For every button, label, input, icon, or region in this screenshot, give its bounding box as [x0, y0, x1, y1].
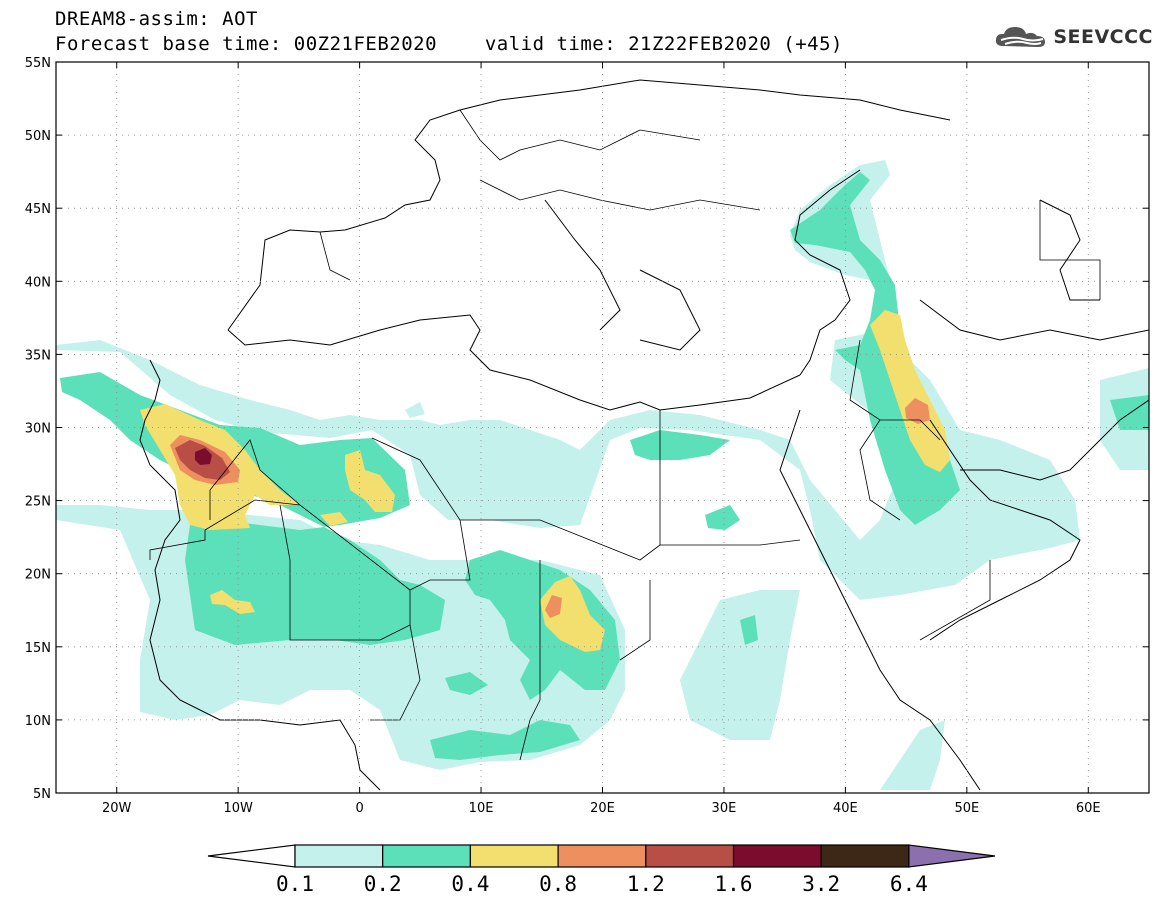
- colorbar-box: [557, 844, 647, 868]
- coastlines: [139, 79, 1149, 791]
- lat-tick-label: 25N: [25, 495, 51, 510]
- lat-tick-label: 30N: [25, 422, 51, 437]
- logo-text: SEEVCCC: [1053, 26, 1153, 48]
- colorbar-level-label: 1.6: [715, 872, 753, 896]
- colorbar-box: [469, 844, 559, 868]
- valid-time-label: valid time: 21Z22FEB2020 (+45): [484, 33, 843, 55]
- lat-tick-label: 20N: [25, 568, 51, 583]
- lon-tick-label: 10W: [223, 801, 253, 816]
- aot-contours: [56, 160, 1149, 790]
- colorbar-level-label: 1.2: [627, 872, 665, 896]
- lon-tick-label: 40E: [833, 801, 858, 816]
- colorbar-level-label: 0.4: [451, 872, 489, 896]
- lon-tick-label: 0: [355, 801, 363, 816]
- lon-tick-label: 20E: [590, 801, 615, 816]
- lon-tick-label: 50E: [954, 801, 979, 816]
- colorbar-level-label: 0.2: [364, 872, 402, 896]
- cloud-icon: [996, 27, 1046, 47]
- axis-ticks: 20W 10W 0 10E 20E 30E 40E 50E 60E 55N 50N 45N 40N 35N…: [25, 56, 1149, 816]
- colorbar-box: [820, 844, 910, 868]
- lon-tick-label: 60E: [1076, 801, 1101, 816]
- map-title: DREAM8-assim: AOT: [55, 8, 258, 30]
- colorbar-box: [732, 844, 822, 868]
- lat-tick-label: 35N: [25, 348, 51, 363]
- grid-lines: [56, 62, 1149, 793]
- logo: SEEVCCC: [993, 24, 1153, 50]
- colorbar-level-label: 3.2: [802, 872, 840, 896]
- lat-tick-label: 40N: [25, 275, 51, 290]
- lon-tick-label: 20W: [102, 801, 132, 816]
- colorbar-box: [645, 844, 735, 868]
- lat-tick-label: 45N: [25, 202, 51, 217]
- lon-tick-label: 10E: [469, 801, 494, 816]
- colorbar-level-label: 6.4: [890, 872, 928, 896]
- colorbar-level-label: 0.8: [539, 872, 577, 896]
- lat-tick-label: 55N: [25, 56, 51, 71]
- base-time-label: Forecast base time: 00Z21FEB2020: [55, 33, 438, 55]
- country-borders: [149, 109, 1101, 761]
- colorbar-over-arrow: [908, 844, 996, 868]
- colorbar-boxes: [207, 844, 996, 868]
- lat-tick-label: 50N: [25, 129, 51, 144]
- lon-tick-label: 30E: [712, 801, 737, 816]
- time-info: Forecast base time: 00Z21FEB2020 valid t…: [55, 33, 843, 55]
- lat-tick-label: 15N: [25, 641, 51, 656]
- colorbar-labels: 0.1 0.2 0.4 0.8 1.2 1.6 3.2 6.4: [276, 872, 928, 896]
- colorbar-box: [382, 844, 472, 868]
- colorbar-under-arrow: [207, 844, 296, 868]
- colorbar-box: [294, 844, 384, 868]
- lat-tick-label: 5N: [33, 787, 51, 802]
- colorbar-level-label: 0.1: [276, 872, 314, 896]
- aot-level-1.6: [195, 448, 212, 465]
- lat-tick-label: 10N: [25, 714, 51, 729]
